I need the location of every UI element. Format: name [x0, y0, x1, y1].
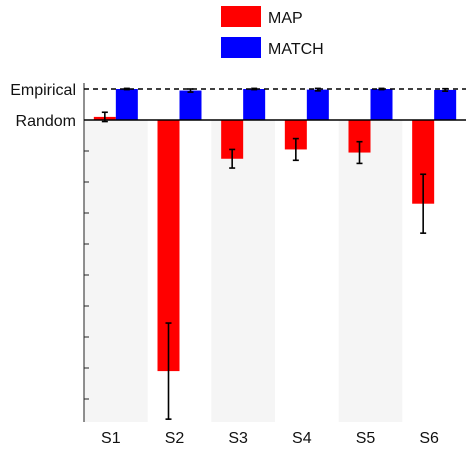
- x-tick-label: S5: [356, 430, 376, 447]
- legend-match-label: MATCH: [268, 41, 324, 58]
- reference-lines: [84, 88, 466, 121]
- match-bar: [179, 90, 202, 120]
- match-bar: [434, 89, 457, 120]
- map-bar: [157, 120, 180, 372]
- match-bar: [370, 89, 393, 120]
- map-bar: [284, 120, 307, 150]
- x-tick-labels: S1 S2 S3 S4 S5 S6: [101, 430, 439, 447]
- x-tick-label: S2: [165, 430, 185, 447]
- plot-background-bands: [84, 120, 403, 422]
- legend-map-swatch: [221, 6, 261, 27]
- x-tick-label: S4: [292, 430, 312, 447]
- legend-match-swatch: [221, 37, 261, 58]
- empirical-label: Empirical: [10, 82, 76, 99]
- background-band: [211, 120, 275, 422]
- bars: [93, 89, 457, 372]
- map-bar: [412, 120, 435, 204]
- x-tick-label: S6: [419, 430, 439, 447]
- legend: MAP MATCH: [221, 6, 324, 58]
- map-bar: [348, 120, 371, 153]
- y-reference-labels: Empirical Random: [10, 82, 76, 130]
- match-bar: [243, 89, 266, 120]
- match-bar: [115, 89, 138, 120]
- x-tick-label: S3: [228, 430, 248, 447]
- background-band: [84, 120, 148, 422]
- background-band: [338, 120, 403, 422]
- legend-map-label: MAP: [268, 10, 303, 27]
- error-bars: [101, 87, 449, 420]
- map-bar: [221, 120, 244, 159]
- match-bar: [306, 89, 329, 120]
- random-label: Random: [16, 113, 76, 130]
- x-tick-label: S1: [101, 430, 121, 447]
